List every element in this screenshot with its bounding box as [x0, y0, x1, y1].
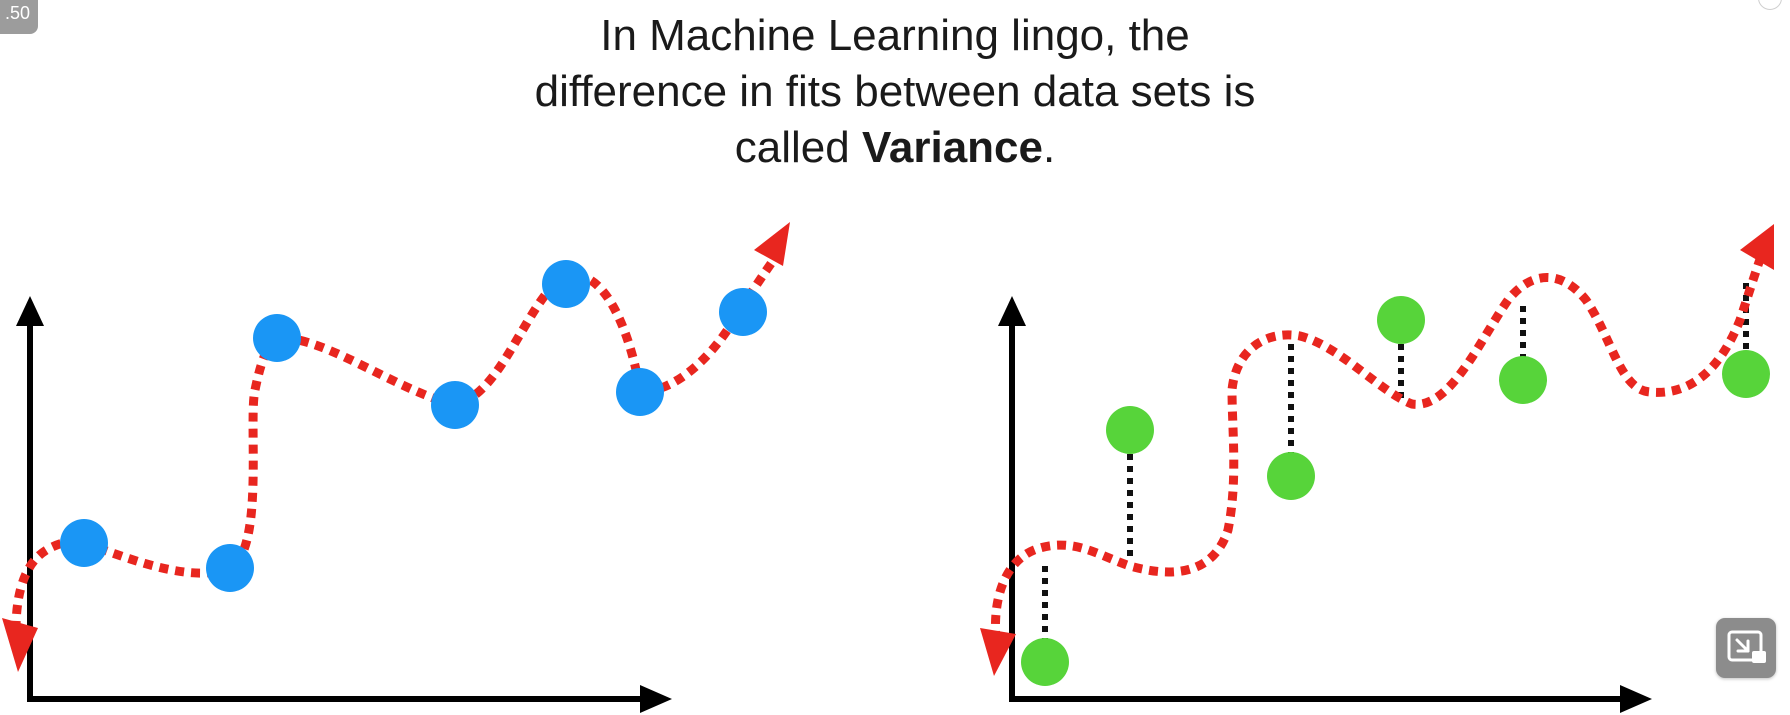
caption-line-3-prefix: called: [734, 123, 862, 172]
right-y-axis-arrowhead: [998, 296, 1026, 326]
testing-point: [1021, 638, 1069, 686]
left-fit-curve: [11, 245, 786, 631]
left-panel-training-fit: [2, 222, 790, 713]
caption-variance-term: Variance: [861, 123, 1043, 172]
left-x-axis-arrowhead: [640, 685, 672, 713]
training-point: [431, 381, 479, 429]
left-y-axis-arrowhead: [16, 296, 44, 326]
training-point: [542, 260, 590, 308]
testing-point: [1106, 406, 1154, 454]
caption-line-1: In Machine Learning lingo, the: [600, 11, 1190, 60]
playback-speed-badge: .50: [0, 0, 38, 34]
training-point: [206, 544, 254, 592]
left-fit-curve-arrowhead-start: [2, 618, 38, 672]
training-point: [253, 314, 301, 362]
testing-point: [1722, 350, 1770, 398]
right-fit-curve-arrowhead-start: [980, 628, 1016, 676]
caption-line-2: difference in fits between data sets is: [534, 67, 1256, 116]
right-panel-testing-fit: [980, 224, 1774, 713]
testing-point: [1499, 356, 1547, 404]
right-fit-curve-arrowhead-end: [1740, 224, 1774, 270]
right-x-axis-arrowhead: [1620, 685, 1652, 713]
testing-point: [1377, 296, 1425, 344]
caption-line-3: called Variance.: [0, 120, 1790, 176]
left-fit-curve-arrowhead-end: [754, 222, 790, 266]
picture-in-picture-exit-icon: [1727, 630, 1766, 663]
testing-point: [1267, 452, 1315, 500]
training-point: [60, 519, 108, 567]
slide-caption: In Machine Learning lingo, the differenc…: [0, 8, 1790, 176]
training-point: [719, 288, 767, 336]
picture-in-picture-button[interactable]: [1716, 618, 1776, 678]
training-point: [616, 368, 664, 416]
caption-line-3-suffix: .: [1042, 123, 1056, 172]
